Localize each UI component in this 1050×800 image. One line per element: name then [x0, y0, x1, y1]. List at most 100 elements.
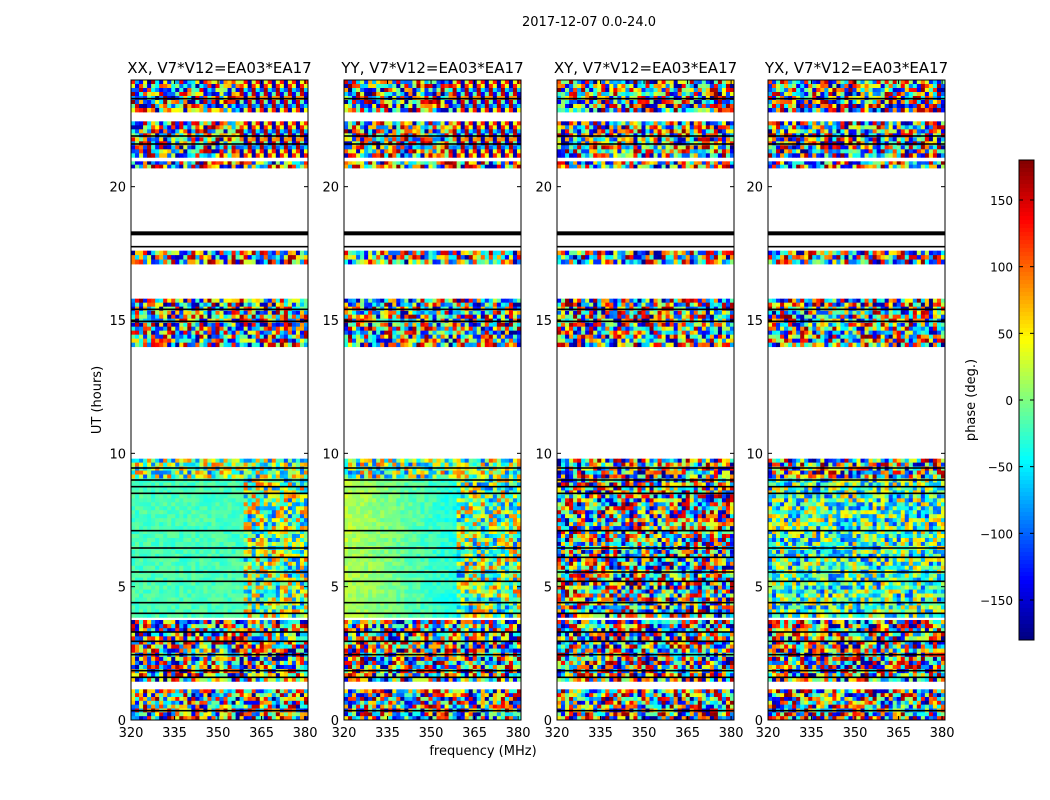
data-cell	[203, 145, 208, 150]
data-cell	[187, 125, 192, 130]
data-cell	[143, 581, 148, 586]
data-cell	[219, 145, 224, 150]
data-cell	[195, 620, 200, 625]
data-cell	[147, 137, 152, 142]
data-cell	[143, 486, 148, 491]
data-cell	[259, 145, 265, 150]
data-cell	[167, 510, 172, 515]
data-cell	[223, 693, 228, 698]
data-cell	[231, 108, 236, 113]
data-cell	[239, 589, 245, 594]
data-cell	[187, 538, 192, 543]
data-cell	[251, 648, 257, 654]
data-cell	[263, 589, 269, 594]
data-cell	[279, 624, 285, 629]
data-cell	[255, 149, 261, 154]
flag-line	[131, 485, 308, 488]
flag-line	[131, 320, 308, 323]
data-cell	[219, 121, 224, 126]
data-cell	[468, 712, 474, 717]
data-cell	[444, 624, 449, 629]
data-cell	[372, 648, 377, 654]
data-cell	[143, 470, 148, 475]
data-cell	[155, 640, 160, 645]
data-cell	[299, 255, 305, 260]
data-cell	[291, 624, 297, 629]
data-cell	[199, 541, 204, 547]
data-cell	[143, 145, 148, 150]
data-cell	[267, 330, 273, 336]
data-cell	[175, 518, 180, 523]
data-cell	[159, 486, 164, 491]
data-cell	[219, 597, 224, 602]
data-cell	[219, 250, 224, 256]
data-cell	[171, 534, 176, 539]
data-cell	[500, 636, 506, 641]
data-cell	[147, 149, 152, 154]
data-cell	[368, 636, 373, 641]
data-cell	[143, 632, 148, 637]
data-cell	[207, 121, 212, 126]
data-cell	[199, 549, 204, 555]
data-cell	[259, 334, 265, 340]
data-cell	[211, 561, 216, 567]
data-cell	[404, 712, 409, 717]
data-cell	[436, 644, 441, 650]
data-cell	[131, 697, 136, 702]
data-cell	[163, 255, 168, 260]
data-cell	[428, 693, 433, 698]
data-cell	[151, 526, 156, 531]
data-cell	[291, 498, 297, 503]
data-cell	[211, 255, 216, 260]
data-cell	[263, 573, 269, 579]
data-cell	[239, 104, 245, 109]
data-cell	[215, 693, 220, 698]
data-cell	[167, 259, 172, 265]
data-cell	[396, 689, 401, 694]
data-cell	[187, 553, 192, 559]
data-cell	[275, 314, 281, 320]
data-cell	[275, 538, 281, 543]
data-cell	[303, 137, 309, 142]
data-cell	[287, 310, 293, 316]
data-cell	[175, 474, 180, 479]
data-cell	[231, 577, 236, 583]
data-cell	[500, 689, 506, 694]
data-cell	[199, 259, 204, 265]
data-cell	[195, 104, 200, 109]
data-cell	[267, 458, 273, 464]
data-cell	[275, 577, 281, 583]
data-cell	[211, 716, 216, 721]
data-cell	[263, 673, 269, 678]
data-cell	[464, 644, 470, 650]
data-cell	[279, 145, 285, 150]
data-cell	[408, 624, 413, 629]
data-cell	[251, 494, 257, 499]
data-cell	[131, 573, 136, 579]
data-cell	[364, 624, 369, 629]
data-cell	[259, 664, 265, 670]
data-cell	[163, 577, 168, 583]
data-cell	[227, 482, 232, 487]
data-cell	[215, 656, 220, 662]
data-cell	[392, 632, 397, 637]
data-cell	[424, 693, 429, 698]
data-cell	[191, 153, 196, 158]
data-cell	[187, 462, 192, 467]
data-cell	[199, 330, 204, 336]
data-cell	[275, 656, 281, 662]
data-cell	[151, 108, 156, 113]
data-cell	[388, 712, 393, 717]
data-cell	[183, 92, 188, 97]
data-cell	[299, 530, 305, 535]
data-cell	[151, 660, 156, 666]
data-cell	[147, 636, 152, 641]
data-cell	[388, 636, 393, 641]
data-cell	[147, 486, 152, 491]
data-cell	[231, 553, 236, 559]
data-cell	[183, 522, 188, 527]
data-cell	[488, 700, 494, 706]
data-cell	[163, 250, 168, 256]
data-cell	[239, 314, 245, 320]
data-cell	[131, 137, 136, 142]
